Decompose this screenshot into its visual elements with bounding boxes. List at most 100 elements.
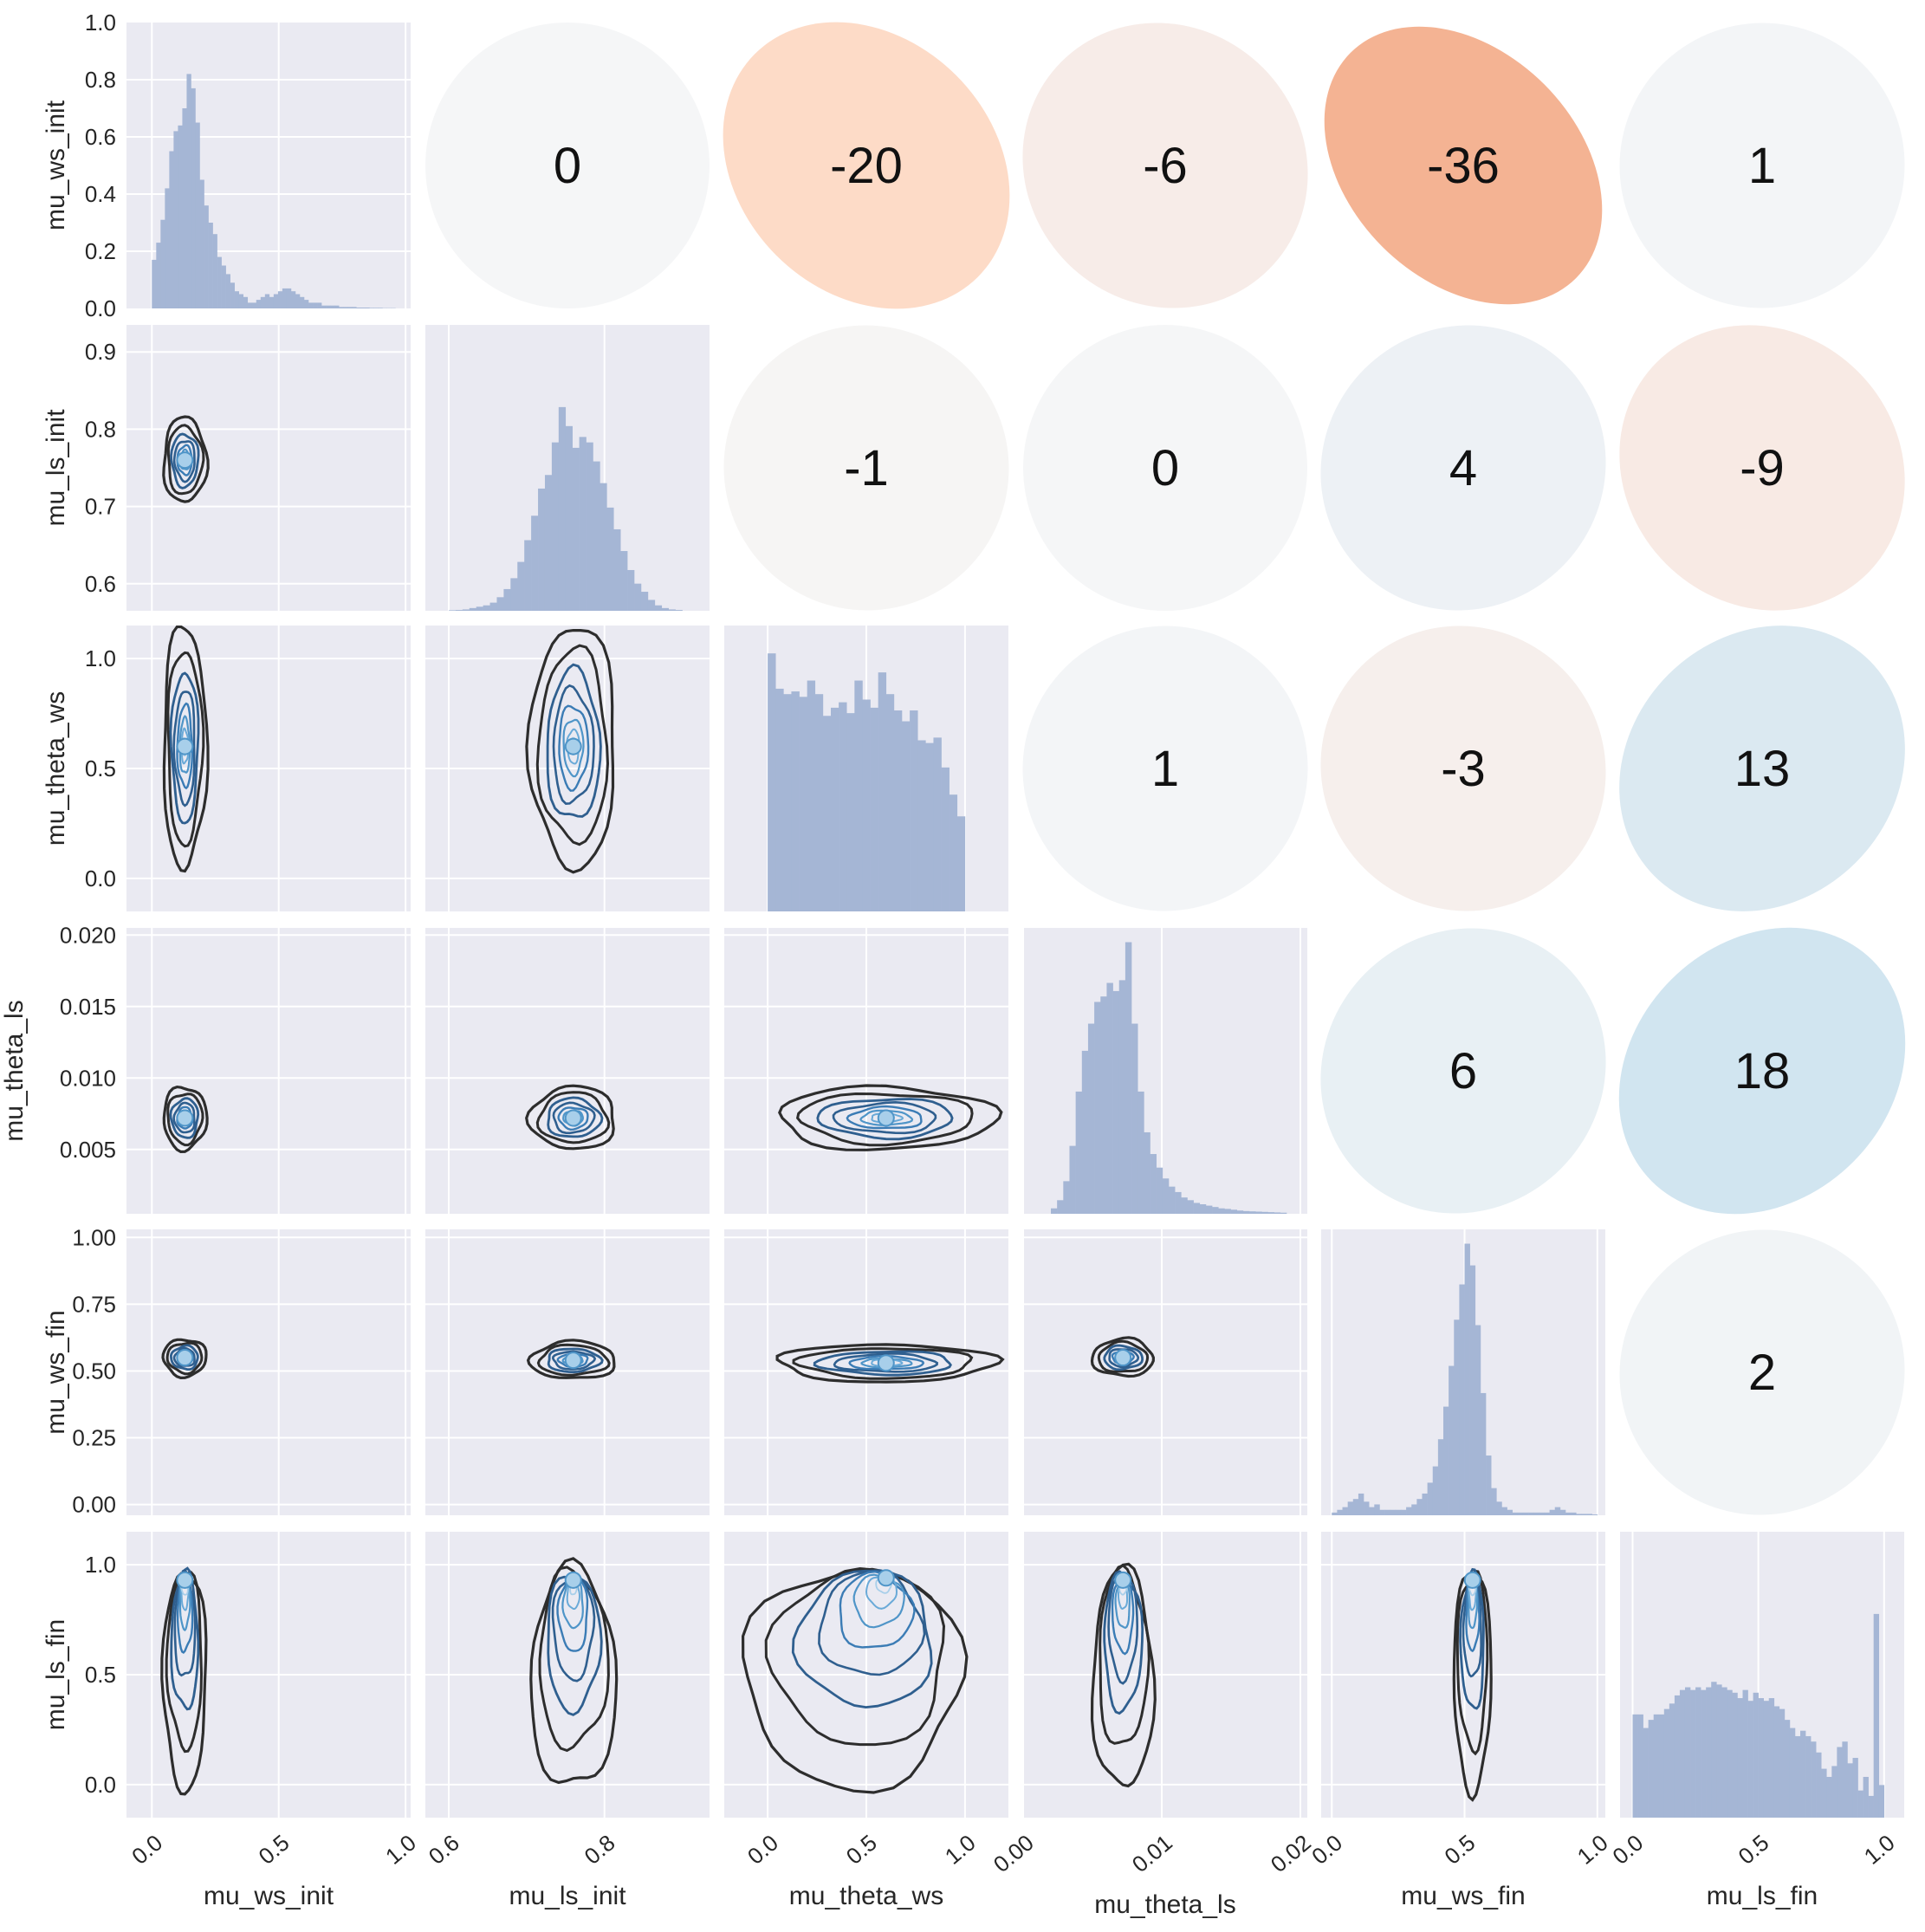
corr-ellipse-mu_theta_ws-mu_ls_fin: [1619, 626, 1905, 911]
corr-ellipse-mu_theta_ws-mu_theta_ls: [1022, 626, 1308, 911]
kde-contour: [169, 1097, 200, 1139]
histogram-bar: [1432, 1466, 1439, 1515]
y-tick-mu_ls_fin: 0.5: [85, 1662, 116, 1688]
panel-mu_theta_ws-vs-mu_ws_fin: -3: [1320, 626, 1606, 911]
histogram-bar: [1779, 1708, 1786, 1818]
x-axis-label-mu_theta_ws: mu_theta_ws: [789, 1882, 943, 1910]
histogram-bar: [243, 296, 249, 308]
histogram-bar: [675, 610, 683, 611]
histogram-bar: [586, 442, 593, 611]
kde-contour: [778, 1084, 1003, 1151]
histogram-bar: [295, 294, 301, 308]
histogram-bar: [1549, 1509, 1556, 1515]
histogram-bar: [1181, 1197, 1188, 1214]
histogram-bar: [1637, 1714, 1643, 1818]
histogram-bar: [654, 605, 663, 611]
y-axis-label-mu_theta_ls: mu_theta_ls: [0, 1000, 29, 1141]
histogram-bar: [455, 610, 463, 611]
x-tick-mu_ls_init: 0.6: [424, 1830, 464, 1870]
histogram-bar: [1868, 1795, 1874, 1818]
corr-label-mu_ws_init-mu_theta_ls: -6: [1143, 138, 1188, 194]
histogram-bar: [647, 600, 656, 611]
x-axis-label-mu_ls_init: mu_ls_init: [509, 1882, 626, 1910]
histogram-bar: [1742, 1689, 1748, 1818]
histogram-bar: [831, 707, 839, 911]
x-axis-label-mu_ws_fin: mu_ws_fin: [1401, 1882, 1525, 1910]
histogram-bar: [221, 265, 226, 308]
histogram-bar: [1261, 1211, 1268, 1214]
y-axis-label-mu_theta_ws: mu_theta_ws: [42, 691, 70, 846]
histogram-bar: [469, 607, 476, 611]
histogram-bar: [1280, 1212, 1287, 1214]
histogram-bar: [572, 447, 580, 611]
kde-contour: [525, 629, 615, 874]
kde-contour: [172, 1346, 196, 1367]
x-tick-mu_ws_init: 1.0: [380, 1830, 421, 1870]
panel-mu_theta_ws-vs-mu_ws_init: 0.0 0.5 1.0 mu_theta_ws: [42, 626, 411, 911]
histogram-bar: [483, 605, 490, 611]
y-tick-mu_ws_fin: 0.50: [72, 1358, 116, 1384]
x-tick-mu_ls_fin: 0.5: [1734, 1830, 1774, 1870]
histogram-bar: [1663, 1708, 1670, 1818]
histogram-bar: [1737, 1698, 1743, 1818]
histogram-bar: [634, 583, 642, 611]
histogram-bar: [768, 653, 776, 911]
corr-label-mu_theta_ls-mu_ws_fin: 6: [1449, 1043, 1477, 1099]
corr-label-mu_ws_init-mu_theta_ws: -20: [830, 138, 903, 194]
histogram-bar: [1131, 1023, 1138, 1214]
histogram-bar: [1837, 1747, 1843, 1818]
panel-background: [126, 928, 411, 1214]
panel-mu_theta_ws-vs-mu_theta_ws: [724, 626, 1008, 911]
histogram-bar: [217, 256, 222, 308]
histogram-bar: [1106, 982, 1113, 1214]
histogram-bar: [870, 707, 878, 911]
x-axis-label-mu_ls_fin: mu_ls_fin: [1707, 1882, 1818, 1910]
histogram-bar: [448, 610, 457, 611]
kde-peak: [877, 1109, 895, 1127]
histogram-bar: [1747, 1701, 1753, 1818]
histogram-bar: [1571, 1512, 1577, 1515]
histogram-bar: [1199, 1204, 1207, 1214]
histogram-bar: [524, 540, 532, 611]
histogram-bar: [476, 606, 483, 611]
x-tick-mu_ls_fin: 0.0: [1607, 1830, 1648, 1870]
x-tick-mu_ws_init: 0.0: [126, 1830, 167, 1870]
histogram-bar: [1878, 1785, 1885, 1818]
panel-background: [1023, 1229, 1307, 1515]
kde-contour: [161, 1338, 208, 1380]
panel-mu_ws_init-vs-mu_ls_init: 0: [425, 23, 710, 308]
histogram-bar: [1800, 1730, 1806, 1818]
histogram-bar: [1716, 1684, 1722, 1818]
histogram-bar: [910, 710, 918, 911]
corr-label-mu_theta_ws-mu_theta_ls: 1: [1151, 741, 1179, 797]
histogram-bar: [783, 694, 792, 911]
histogram-bar: [1422, 1493, 1428, 1515]
kde-contour: [172, 690, 196, 807]
panel-mu_ls_init-vs-mu_ls_init: [425, 325, 710, 611]
histogram-bar: [1454, 1319, 1460, 1515]
histogram-bar: [1075, 1091, 1083, 1214]
histogram-bar: [1094, 1002, 1101, 1214]
histogram-bar: [1218, 1208, 1225, 1214]
histogram-bar: [1224, 1209, 1231, 1214]
histogram-bar: [1100, 996, 1107, 1214]
corr-ellipse-mu_ws_init-mu_ls_init: [425, 23, 710, 308]
panel-mu_theta_ls-vs-mu_theta_ls: [1022, 928, 1307, 1214]
histogram-bar: [1337, 1509, 1343, 1515]
histogram-bar: [178, 125, 183, 308]
corr-label-mu_ws_fin-mu_ls_fin: 2: [1748, 1345, 1776, 1401]
kde-contour: [525, 1084, 615, 1151]
histogram-bar: [1437, 1439, 1444, 1515]
histogram-bar: [1789, 1728, 1796, 1818]
panel-mu_ls_fin-vs-mu_theta_ls: 0.00 0.01 0.02 mu_theta_ls: [988, 1532, 1316, 1919]
panel-mu_ws_init-vs-mu_ls_fin: 1: [1619, 23, 1905, 308]
kde-contour: [792, 1347, 974, 1380]
y-axis-label-mu_ws_init: mu_ws_init: [42, 100, 70, 230]
histogram-bar: [264, 294, 270, 308]
panel-mu_ls_fin-vs-mu_ls_init: 0.6 0.8 mu_ls_init: [424, 1532, 710, 1910]
kde-contour: [1090, 1336, 1156, 1378]
kde-contour: [166, 424, 205, 496]
panel-mu_ls_fin-vs-mu_ws_init: 0.0 0.5 1.0 mu_ls_fin 0.0 0.5 1.0 mu_ws_init: [42, 1532, 421, 1910]
kde-contour: [558, 704, 590, 792]
